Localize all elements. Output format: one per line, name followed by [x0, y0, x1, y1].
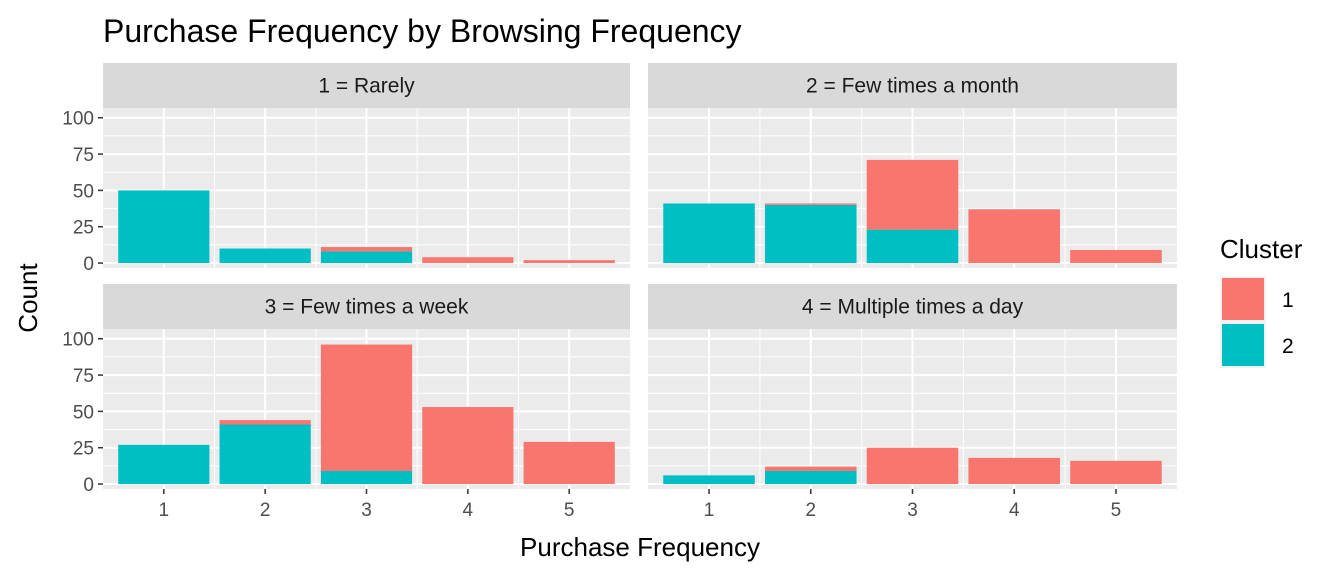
legend: Cluster 1 2	[1220, 234, 1303, 368]
y-tick-label: 100	[62, 330, 94, 351]
y-tick-label: 25	[73, 218, 94, 239]
bar-segment-cluster-1	[866, 447, 959, 485]
facet-strip	[103, 284, 630, 329]
bar-segment-cluster-2	[320, 251, 413, 264]
bar-segment-cluster-1	[866, 159, 959, 230]
y-tick-label: 50	[73, 402, 94, 423]
y-tick-label: 75	[73, 366, 94, 387]
bar-segment-cluster-1	[1070, 460, 1162, 485]
facet-panel: 1 = Rarely 0 25 50 75 100	[62, 63, 630, 275]
y-tick-label: 25	[73, 439, 94, 460]
bar-segment-cluster-1	[219, 420, 311, 425]
y-tick-label: 0	[83, 475, 94, 496]
bar-segment-cluster-1	[320, 247, 413, 252]
bar-segment-cluster-1	[764, 466, 857, 471]
facet-panel: 3 = Few times a week 0 25 50 75 100 1 2 3 4 5	[62, 284, 630, 521]
bar-segment-cluster-2	[320, 470, 413, 485]
bar-segment-cluster-1	[523, 441, 615, 485]
facet-label: 4 = Multiple times a day	[802, 296, 1024, 319]
bar-segment-cluster-2	[866, 229, 959, 264]
x-tick-label: 4	[1009, 500, 1020, 521]
x-tick-label: 3	[361, 500, 372, 521]
y-axis-title: Count	[13, 263, 43, 333]
x-tick-label: 2	[805, 500, 816, 521]
facet-label: 1 = Rarely	[318, 75, 415, 98]
bar-segment-cluster-1	[968, 209, 1061, 264]
facet-strip	[648, 63, 1177, 108]
bar-segment-cluster-2	[118, 190, 210, 264]
facet-label: 3 = Few times a week	[265, 296, 469, 319]
bar-segment-cluster-2	[118, 444, 210, 485]
x-tick-label: 5	[1111, 500, 1122, 521]
facet-panel: 2 = Few times a month	[648, 63, 1177, 268]
bar-segment-cluster-2	[764, 204, 857, 264]
bar-segment-cluster-1	[1070, 249, 1162, 264]
x-tick-label: 2	[260, 500, 271, 521]
facet-strip	[103, 63, 630, 108]
bar-segment-cluster-1	[422, 407, 514, 485]
chart-title: Purchase Frequency by Browsing Frequency	[103, 13, 742, 49]
bar-segment-cluster-1	[422, 257, 514, 264]
bar-segment-cluster-1	[320, 344, 413, 471]
legend-label: 2	[1282, 335, 1294, 358]
legend-swatch	[1222, 278, 1264, 320]
bar-segment-cluster-2	[219, 248, 311, 264]
bar-segment-cluster-2	[219, 424, 311, 485]
legend-label: 1	[1282, 289, 1294, 312]
bar-segment-cluster-2	[663, 475, 755, 485]
x-tick-label: 1	[159, 500, 170, 521]
y-tick-label: 75	[73, 145, 94, 166]
x-tick-label: 4	[463, 500, 474, 521]
y-tick-label: 100	[62, 109, 94, 130]
x-tick-label: 5	[564, 500, 575, 521]
facet-panel: 4 = Multiple times a day 1 2 3 4 5	[648, 284, 1177, 521]
x-tick-label: 3	[907, 500, 918, 521]
bar-segment-cluster-1	[523, 260, 615, 264]
bar-segment-cluster-1	[968, 457, 1061, 485]
y-tick-label: 50	[73, 181, 94, 202]
legend-swatch	[1222, 324, 1264, 366]
x-tick-label: 1	[704, 500, 715, 521]
x-axis-title: Purchase Frequency	[520, 532, 760, 562]
facet-strip	[648, 284, 1177, 329]
legend-title: Cluster	[1220, 234, 1303, 264]
bar-segment-cluster-1	[764, 203, 857, 205]
bar-segment-cluster-2	[663, 203, 755, 264]
y-tick-label: 0	[83, 254, 94, 275]
bar-segment-cluster-2	[764, 470, 857, 485]
facet-label: 2 = Few times a month	[806, 75, 1019, 98]
